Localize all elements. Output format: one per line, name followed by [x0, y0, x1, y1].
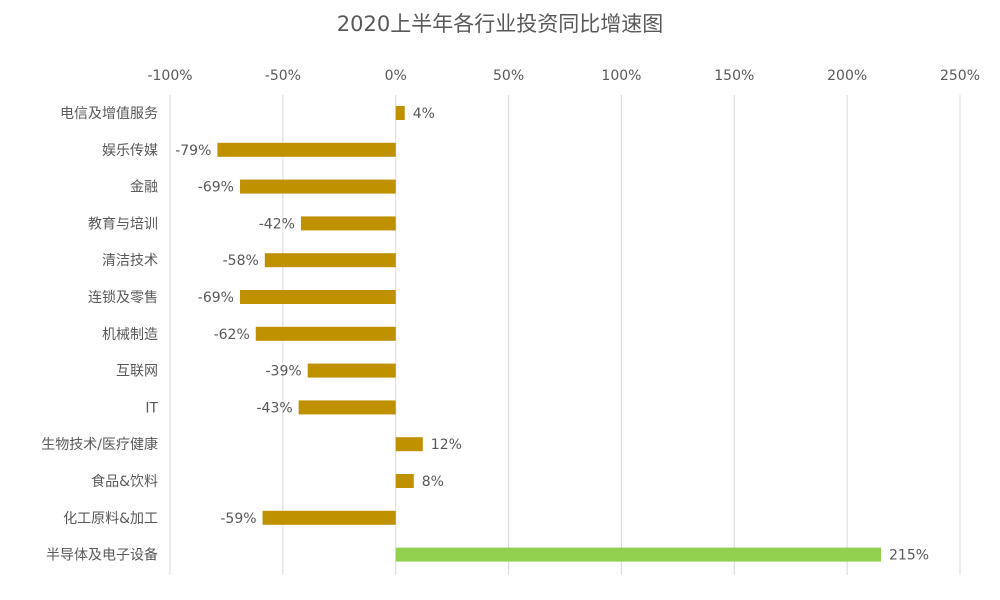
data-label: 12% [431, 437, 462, 453]
bar [307, 363, 396, 378]
category-label: 金融 [130, 180, 158, 196]
bar [395, 106, 405, 120]
category-label: 娱乐传媒 [102, 143, 158, 159]
data-label: -42% [259, 216, 295, 232]
bar [255, 326, 396, 341]
category-label: 生物技术/医疗健康 [41, 436, 158, 453]
bar [395, 474, 414, 488]
x-tick-label: -100% [147, 68, 192, 84]
x-tick-label: -50% [265, 68, 301, 84]
data-label: -69% [198, 180, 234, 196]
category-label: IT [145, 400, 158, 416]
bar [217, 142, 396, 157]
category-label: 电信及增值服务 [60, 106, 158, 122]
data-label: -39% [266, 364, 302, 380]
bar [239, 290, 396, 304]
x-tick-label: 100% [601, 68, 641, 84]
x-tick-label: 250% [940, 68, 980, 84]
category-label: 连锁及零售 [88, 290, 158, 306]
bar [262, 510, 396, 525]
category-label: 半导体及电子设备 [46, 547, 158, 564]
category-label: 清洁技术 [102, 253, 158, 269]
category-label: 教育与培训 [88, 216, 158, 232]
data-label: -79% [175, 143, 211, 159]
data-label: -43% [256, 400, 292, 416]
bar [264, 253, 396, 268]
x-tick-label: 0% [385, 68, 407, 84]
data-label: 215% [889, 548, 929, 564]
chart-title: 2020上半年各行业投资同比增速图 [336, 12, 664, 36]
data-label: -58% [223, 253, 259, 269]
bar [395, 437, 423, 452]
bar [395, 547, 881, 562]
bar [298, 400, 396, 415]
data-label: -62% [214, 327, 250, 343]
category-label: 机械制造 [102, 327, 158, 343]
bar [239, 179, 396, 194]
data-label: -69% [198, 290, 234, 306]
x-tick-label: 50% [493, 68, 524, 84]
category-label: 互联网 [116, 364, 158, 380]
bar [300, 216, 396, 231]
x-tick-label: 200% [827, 68, 867, 84]
data-label: 4% [413, 106, 435, 122]
category-label: 化工原料&加工 [63, 511, 158, 527]
category-label: 食品&饮料 [91, 473, 158, 490]
data-label: -59% [220, 511, 256, 527]
x-tick-label: 150% [714, 68, 754, 84]
data-label: 8% [422, 474, 444, 490]
